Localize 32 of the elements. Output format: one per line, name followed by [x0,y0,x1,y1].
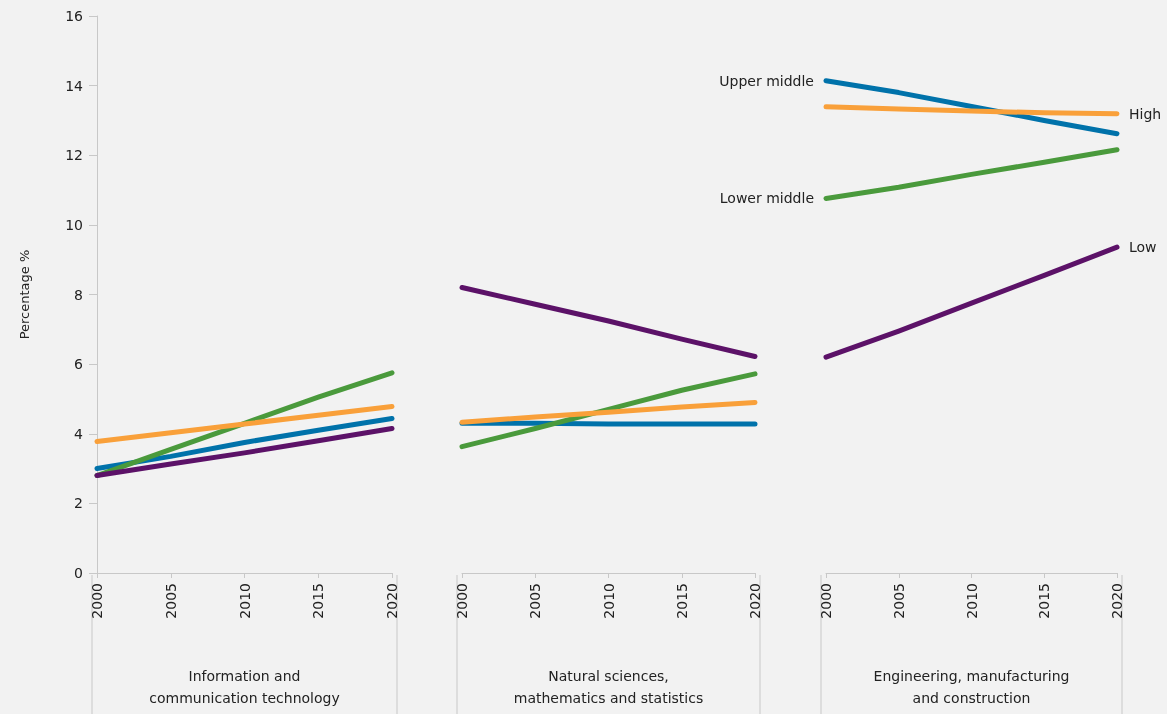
x-tick-label: 2000 [818,583,834,619]
x-axis-title: Information and communication technology [149,668,340,706]
series-label: Low [1129,239,1157,256]
x-tick-label: 2010 [236,583,253,619]
y-tick-label: 14 [65,77,84,94]
x-tick-label: 2020 [384,583,400,619]
x-tick-label: 2005 [162,583,179,619]
x-tick-label: 2010 [963,583,980,619]
series-label: Lower middle [719,190,814,207]
series-label: Upper middle [719,72,814,89]
x-axis-title: Engineering, manufacturing and construction [873,668,1070,706]
y-tick-label: 2 [74,495,83,512]
y-tick-label: 4 [74,425,84,442]
y-tick-label: 8 [74,286,83,303]
y-tick-label: 16 [65,8,84,24]
y-axis-title: Percentage % [17,249,32,340]
x-tick-label: 2000 [89,583,105,619]
series-label: High [1129,105,1162,122]
x-tick-label: 2015 [1036,583,1053,619]
y-tick-label: 0 [74,565,83,581]
x-axis-title: Natural sciences, mathematics and statistics [513,668,704,706]
x-tick-label: 2010 [600,583,617,619]
x-tick-label: 2015 [310,583,327,619]
x-tick-label: 2015 [673,583,690,619]
y-tick-label: 12 [65,147,83,164]
y-tick-label: 10 [65,216,83,233]
x-tick-label: 2005 [527,583,544,619]
y-tick-label: 6 [74,356,84,373]
x-tick-label: 2020 [1109,583,1125,619]
x-tick-label: 2000 [454,583,470,619]
x-tick-label: 2005 [890,583,907,619]
x-tick-label: 2020 [747,583,763,619]
